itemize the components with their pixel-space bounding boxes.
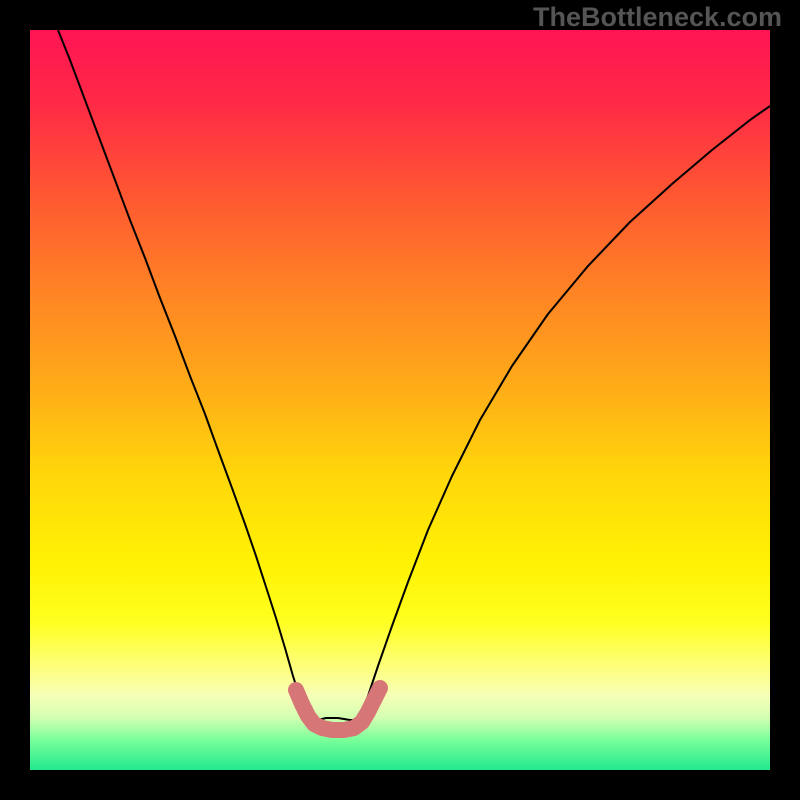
- plot-area: [30, 30, 770, 770]
- chart-root: TheBottleneck.com: [0, 0, 800, 800]
- watermark-text: TheBottleneck.com: [533, 2, 782, 33]
- chart-svg: [0, 0, 800, 800]
